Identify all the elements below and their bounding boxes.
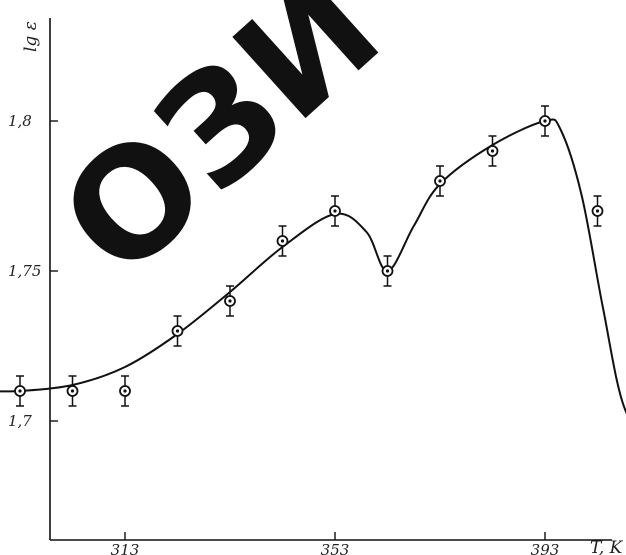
point-marker-dot xyxy=(490,149,495,153)
axes xyxy=(49,18,612,541)
data-point xyxy=(329,195,341,227)
x-tick-label: 353 xyxy=(321,541,350,555)
point-marker-dot xyxy=(18,389,22,393)
point-marker-dot xyxy=(595,209,600,213)
data-point xyxy=(381,255,394,287)
ticks: 3133533934334731,71,751,8 xyxy=(8,112,560,555)
curve-layer xyxy=(0,118,626,415)
point-marker-dot xyxy=(333,209,337,213)
point-marker-dot xyxy=(228,299,232,303)
watermark-text: ОЗИ xyxy=(29,0,413,311)
x-tick-label: 393 xyxy=(531,541,560,555)
data-point xyxy=(591,195,604,227)
y-tick-label: 1,7 xyxy=(8,412,32,430)
data-point xyxy=(539,105,551,137)
point-marker-dot xyxy=(438,179,442,183)
data-point xyxy=(119,375,131,407)
y-tick-label: 1,8 xyxy=(8,112,32,130)
data-point xyxy=(486,135,499,167)
fit-curve-line xyxy=(0,118,626,415)
points-layer xyxy=(14,105,604,407)
point-marker-dot xyxy=(123,389,127,393)
point-marker-dot xyxy=(385,269,390,273)
point-marker-dot xyxy=(280,239,285,243)
x-tick-label: 313 xyxy=(111,541,140,555)
y-tick-label: 1,75 xyxy=(8,262,41,280)
data-point xyxy=(66,375,79,407)
point-marker-dot xyxy=(70,389,75,393)
data-point xyxy=(434,165,446,197)
data-point xyxy=(171,315,184,347)
data-point xyxy=(14,375,26,407)
point-marker-dot xyxy=(175,329,180,333)
data-point xyxy=(276,225,289,257)
y-axis-title: lg ε xyxy=(21,21,41,52)
point-marker-dot xyxy=(543,119,547,123)
x-axis-title: T, K xyxy=(590,538,624,555)
data-point xyxy=(224,285,236,317)
